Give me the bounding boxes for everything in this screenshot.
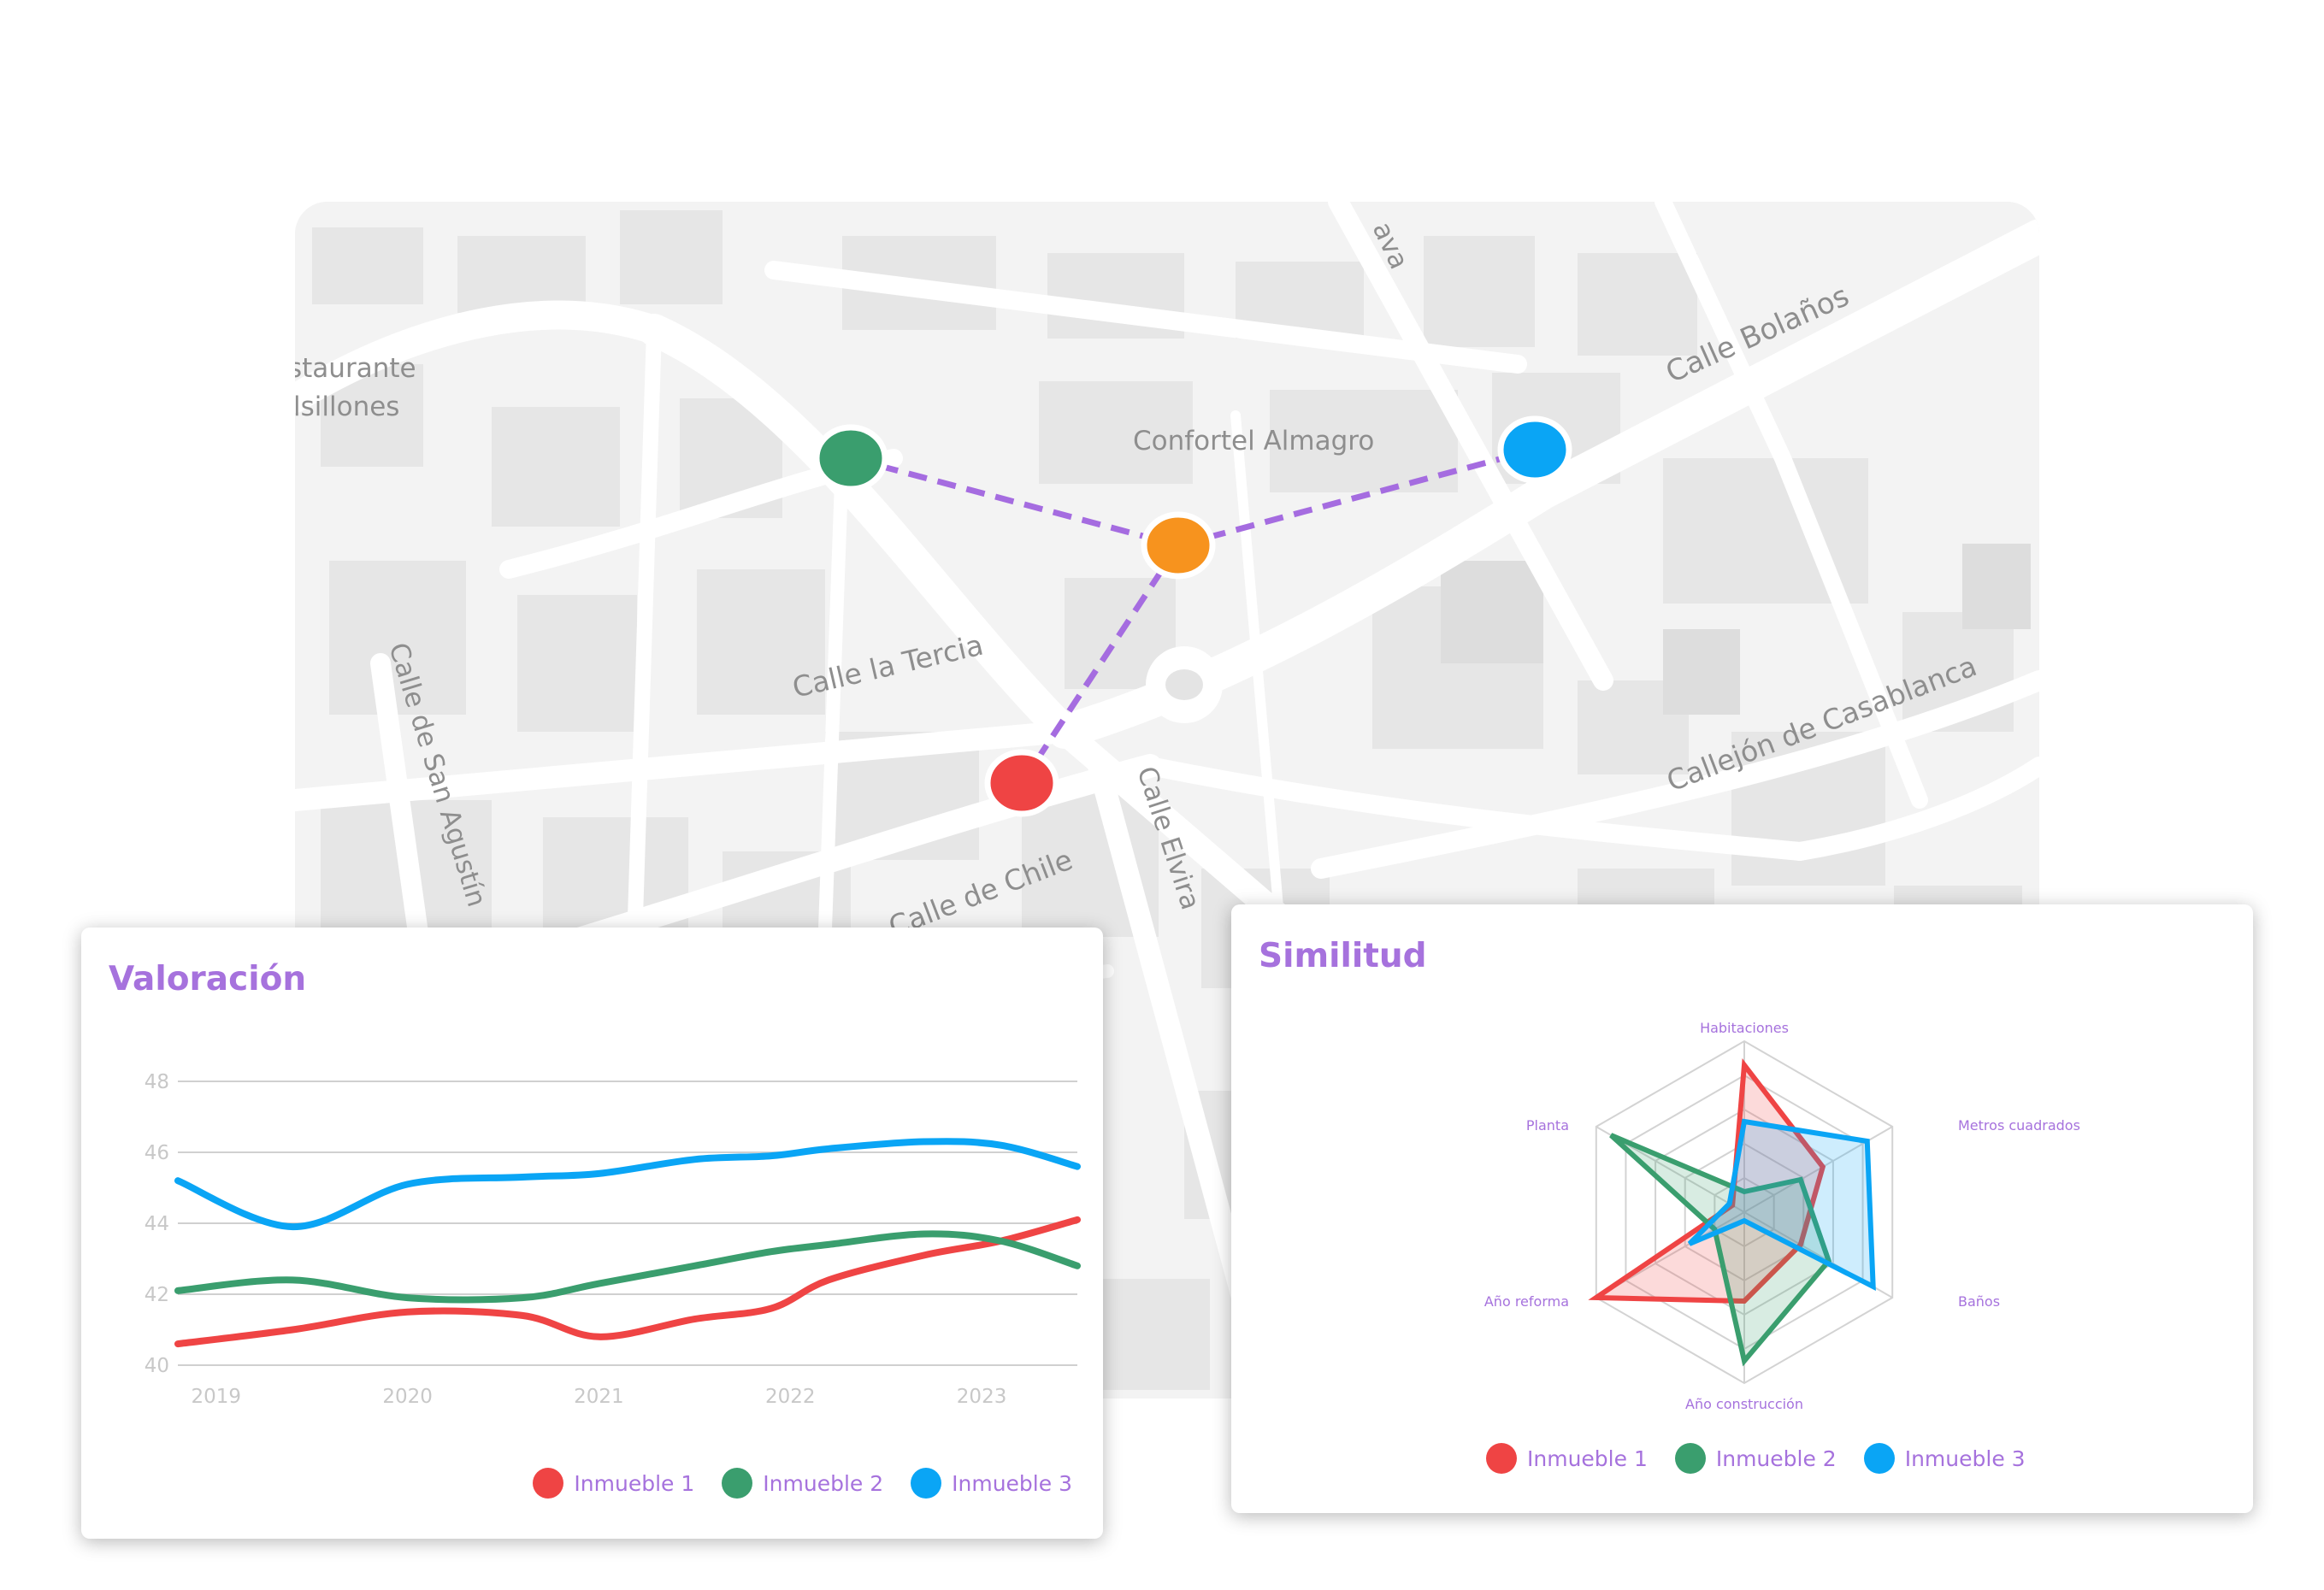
radar-series-inmueble-2[interactable] (1609, 1133, 1832, 1367)
radar-legend-item-inmueble-3[interactable]: Inmueble 3 (1863, 1443, 2026, 1474)
legend-dot-inmueble-1 (533, 1468, 564, 1499)
radar-axis-label: Año construcción (1685, 1396, 1803, 1412)
radar-legend-dot-inmueble-3 (1863, 1443, 1895, 1474)
valoracion-legend: Inmueble 1 Inmueble 2 Inmueble 3 (533, 1468, 1072, 1499)
series-line-inmueble-2[interactable] (174, 1230, 1081, 1304)
radar-legend-label-inmueble-1: Inmueble 1 (1527, 1446, 1648, 1471)
y-tick-label: 46 (145, 1142, 169, 1164)
radar-legend-label-inmueble-3: Inmueble 3 (1904, 1446, 2026, 1471)
radar-axis-label: Baños (1958, 1293, 2000, 1310)
series-line-inmueble-1[interactable] (174, 1216, 1081, 1348)
similitud-radar-chart: Habitaciones Metros cuadrados Baños Año con… (1484, 1020, 2080, 1412)
radar-axis-label: Habitaciones (1700, 1020, 1789, 1036)
street-label-restaurante-2: lsillones (295, 392, 399, 422)
legend-label-inmueble-1: Inmueble 1 (574, 1470, 695, 1496)
x-tick-label: 2021 (574, 1386, 624, 1408)
x-tick-label: 2023 (957, 1386, 1007, 1408)
connection-lines (850, 446, 1536, 785)
radar-legend-dot-inmueble-1 (1486, 1443, 1517, 1474)
valoracion-card: Valoración 40 42 44 46 48 2019 2020 2021 2022 202… (81, 928, 1103, 1539)
radar-legend-label-inmueble-2: Inmueble 2 (1715, 1446, 1837, 1471)
legend-dot-inmueble-3 (911, 1468, 942, 1499)
x-tick-label: 2019 (191, 1386, 241, 1408)
legend-item-inmueble-3[interactable]: Inmueble 3 (911, 1468, 1072, 1499)
legend-item-inmueble-1[interactable]: Inmueble 1 (533, 1468, 694, 1499)
valoracion-title: Valoración (109, 960, 307, 998)
y-tick-label: 40 (145, 1355, 169, 1377)
similitud-card: Similitud Habitaciones Metros cuadrados Ba… (1231, 904, 2253, 1513)
series-line-inmueble-3[interactable] (174, 1138, 1081, 1231)
similitud-legend: Inmueble 1 Inmueble 2 Inmueble 3 (1486, 1443, 2026, 1474)
marker-inmueble-2[interactable] (813, 424, 888, 492)
y-tick-label: 44 (145, 1213, 169, 1235)
legend-label-inmueble-2: Inmueble 2 (763, 1470, 884, 1496)
radar-series-inmueble-3[interactable] (1687, 1118, 1876, 1292)
radar-axis-label: Metros cuadrados (1958, 1117, 2080, 1134)
radar-legend-item-inmueble-1[interactable]: Inmueble 1 (1486, 1443, 1648, 1474)
x-tick-label: 2022 (765, 1386, 816, 1408)
street-label-confortel: Confortel Almagro (1133, 426, 1374, 456)
valoracion-line-chart: 40 42 44 46 48 2019 2020 2021 2022 2023 (145, 1071, 1081, 1408)
marker-inmueble-3[interactable] (1497, 415, 1572, 484)
radar-legend-item-inmueble-2[interactable]: Inmueble 2 (1674, 1443, 1837, 1474)
legend-dot-inmueble-2 (722, 1468, 753, 1499)
marker-inmueble-1[interactable] (984, 749, 1059, 817)
legend-item-inmueble-2[interactable]: Inmueble 2 (722, 1468, 883, 1499)
similitud-title: Similitud (1259, 937, 1427, 975)
x-tick-label: 2020 (382, 1386, 433, 1408)
radar-legend-dot-inmueble-2 (1674, 1443, 1706, 1474)
y-tick-label: 42 (145, 1284, 169, 1306)
street-label-restaurante-1: staurante (295, 353, 416, 384)
legend-label-inmueble-3: Inmueble 3 (952, 1470, 1072, 1496)
marker-center[interactable] (1141, 511, 1216, 580)
radar-axis-label: Año reforma (1484, 1293, 1569, 1310)
radar-axis-label: Planta (1526, 1117, 1569, 1134)
y-tick-label: 48 (145, 1071, 169, 1093)
